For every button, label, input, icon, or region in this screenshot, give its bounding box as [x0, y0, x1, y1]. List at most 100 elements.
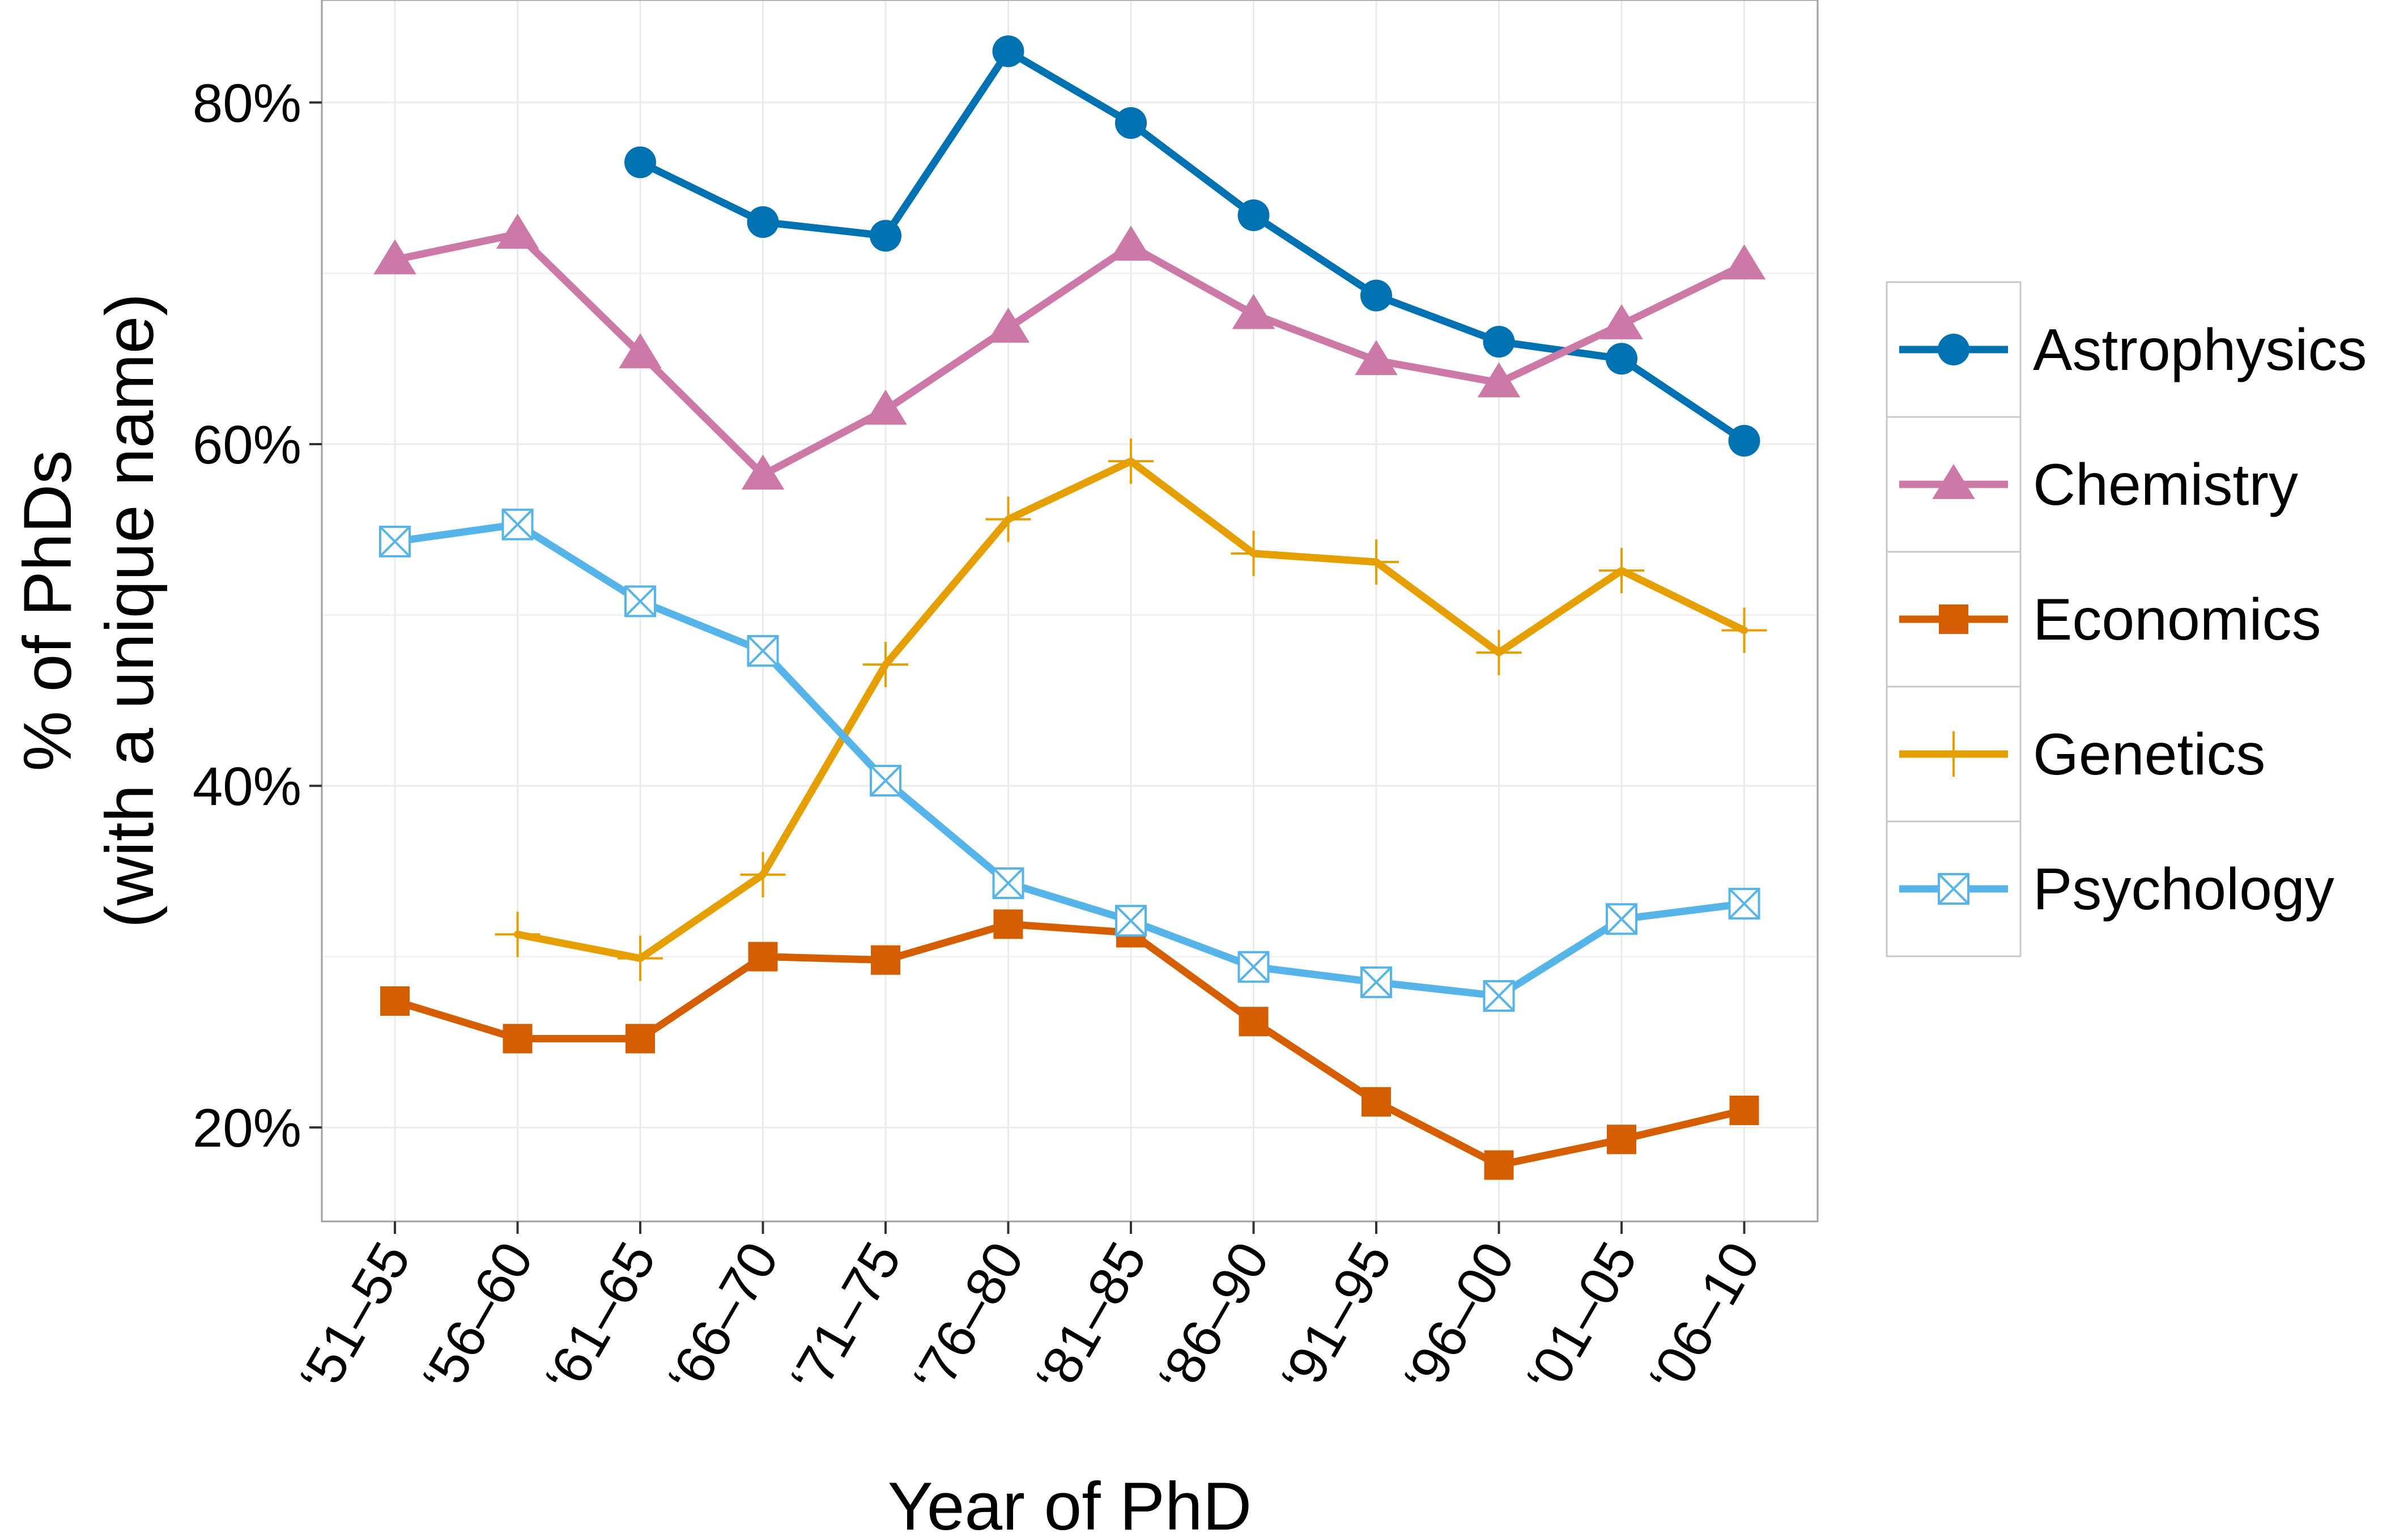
data-point-economics — [1362, 1087, 1391, 1117]
legend-label-chemistry: Chemistry — [2033, 452, 2298, 518]
data-point-economics — [380, 986, 410, 1016]
legend-item-genetics: Genetics — [1886, 685, 2265, 823]
data-point-psychology — [624, 585, 656, 618]
y-axis-title: % of PhDs (with a unique name) — [10, 293, 168, 929]
data-point-astrophysics — [1115, 107, 1147, 139]
data-point-psychology — [1728, 888, 1760, 920]
data-point-chemistry — [986, 307, 1030, 343]
data-point-psychology — [1115, 905, 1147, 937]
legend-marker-genetics — [1931, 731, 1976, 777]
data-point-psychology — [747, 635, 779, 667]
legend-marker-economics — [1939, 604, 1968, 634]
series-psychology — [379, 508, 1760, 1012]
data-point-chemistry — [1600, 304, 1643, 339]
legend-marker-psychology — [1938, 873, 1969, 905]
legend-marker-chemistry — [1932, 464, 1975, 499]
x-tick-label: ‘76–80 — [901, 1232, 1036, 1404]
legend-item-psychology: Psychology — [1886, 820, 2334, 957]
legend-item-economics: Economics — [1886, 551, 2321, 688]
series-line-economics — [391, 920, 1748, 1169]
data-point-psychology — [1483, 980, 1515, 1012]
legend-label-psychology: Psychology — [2033, 857, 2334, 922]
legend-item-astrophysics: Astrophysics — [1886, 281, 2367, 418]
data-point-genetics — [1354, 539, 1399, 585]
data-point-genetics — [1721, 607, 1767, 653]
series-line-psychology — [391, 521, 1748, 1000]
data-point-chemistry — [1477, 362, 1521, 398]
data-point-economics — [626, 1024, 655, 1054]
data-point-chemistry — [496, 214, 539, 249]
data-point-chemistry — [1232, 293, 1275, 329]
axes: 20% 40% 60% 80% ‘51–55‘56–60‘61–65‘66–70‘71–… — [193, 73, 1772, 1404]
y-tick-label: 80% — [193, 73, 301, 134]
data-point-economics — [993, 909, 1023, 939]
x-tick-label: ‘81–85 — [1024, 1232, 1158, 1404]
data-point-genetics — [985, 496, 1031, 542]
data-point-psychology — [1237, 951, 1270, 983]
data-point-psychology — [379, 525, 411, 557]
data-point-chemistry — [373, 239, 416, 275]
data-point-genetics — [1231, 530, 1277, 576]
data-point-astrophysics — [1728, 424, 1760, 457]
data-point-astrophysics — [870, 220, 901, 252]
x-tick-label: ‘51–55 — [288, 1232, 422, 1404]
y-axis-title-line-2: (with a unique name) — [92, 293, 168, 929]
data-point-chemistry — [619, 333, 662, 369]
y-tick-label: 60% — [193, 415, 301, 475]
y-axis-title-line-1: % of PhDs — [10, 450, 86, 772]
data-point-economics — [503, 1024, 533, 1054]
plot-panel — [322, 0, 1818, 1221]
legend-label-astrophysics: Astrophysics — [2033, 317, 2367, 383]
y-tick-label: 40% — [193, 756, 301, 817]
data-point-chemistry — [1722, 244, 1766, 280]
x-tick-label: ‘01–05 — [1514, 1232, 1649, 1404]
data-point-astrophysics — [992, 35, 1024, 67]
data-point-genetics — [1599, 548, 1644, 594]
data-point-genetics — [618, 935, 663, 981]
series-economics — [380, 909, 1759, 1180]
y-tick-label: 20% — [193, 1098, 301, 1159]
data-point-genetics — [740, 851, 786, 897]
series-genetics — [495, 438, 1767, 981]
data-point-psychology — [1606, 903, 1637, 935]
data-point-astrophysics — [1237, 199, 1270, 231]
x-tick-label: ‘56–60 — [411, 1232, 545, 1404]
data-point-economics — [1607, 1125, 1636, 1155]
data-point-economics — [1729, 1096, 1759, 1125]
data-point-genetics — [495, 912, 541, 957]
x-tick-label: ‘91–95 — [1269, 1232, 1403, 1404]
data-point-genetics — [863, 641, 908, 687]
x-tick-label: ‘61–65 — [533, 1232, 667, 1404]
x-tick-label: ‘86–90 — [1147, 1232, 1281, 1404]
data-point-chemistry — [1355, 340, 1398, 376]
legend: Astrophysics Chemistry Economics Genetics Ps… — [1886, 281, 2367, 957]
data-point-psychology — [501, 508, 534, 540]
legend-marker-astrophysics — [1938, 334, 1969, 365]
x-axis-title: Year of PhD — [888, 1468, 1252, 1533]
data-point-astrophysics — [1360, 279, 1392, 312]
x-tick-label: ‘96–00 — [1392, 1232, 1526, 1404]
data-point-chemistry — [741, 454, 785, 490]
data-point-economics — [1484, 1150, 1514, 1180]
x-tick-label: ‘66–70 — [656, 1232, 790, 1404]
legend-label-economics: Economics — [2033, 587, 2321, 653]
series-line-chemistry — [391, 230, 1748, 479]
data-point-economics — [871, 945, 900, 975]
series-layer — [373, 35, 1767, 1180]
data-point-economics — [1239, 1007, 1269, 1037]
x-tick-label: ‘06–10 — [1637, 1232, 1772, 1404]
data-point-astrophysics — [1483, 326, 1515, 358]
data-point-psychology — [870, 765, 901, 797]
data-point-astrophysics — [624, 146, 656, 178]
data-point-astrophysics — [1606, 343, 1637, 375]
data-point-chemistry — [1109, 225, 1152, 261]
legend-item-chemistry: Chemistry — [1886, 416, 2298, 553]
data-point-genetics — [1108, 438, 1154, 484]
data-point-psychology — [992, 867, 1024, 899]
plot-border — [321, 0, 1819, 1223]
legend-label-genetics: Genetics — [2033, 722, 2265, 787]
series-chemistry — [373, 214, 1766, 490]
data-point-economics — [748, 942, 778, 972]
data-point-psychology — [1360, 966, 1392, 998]
